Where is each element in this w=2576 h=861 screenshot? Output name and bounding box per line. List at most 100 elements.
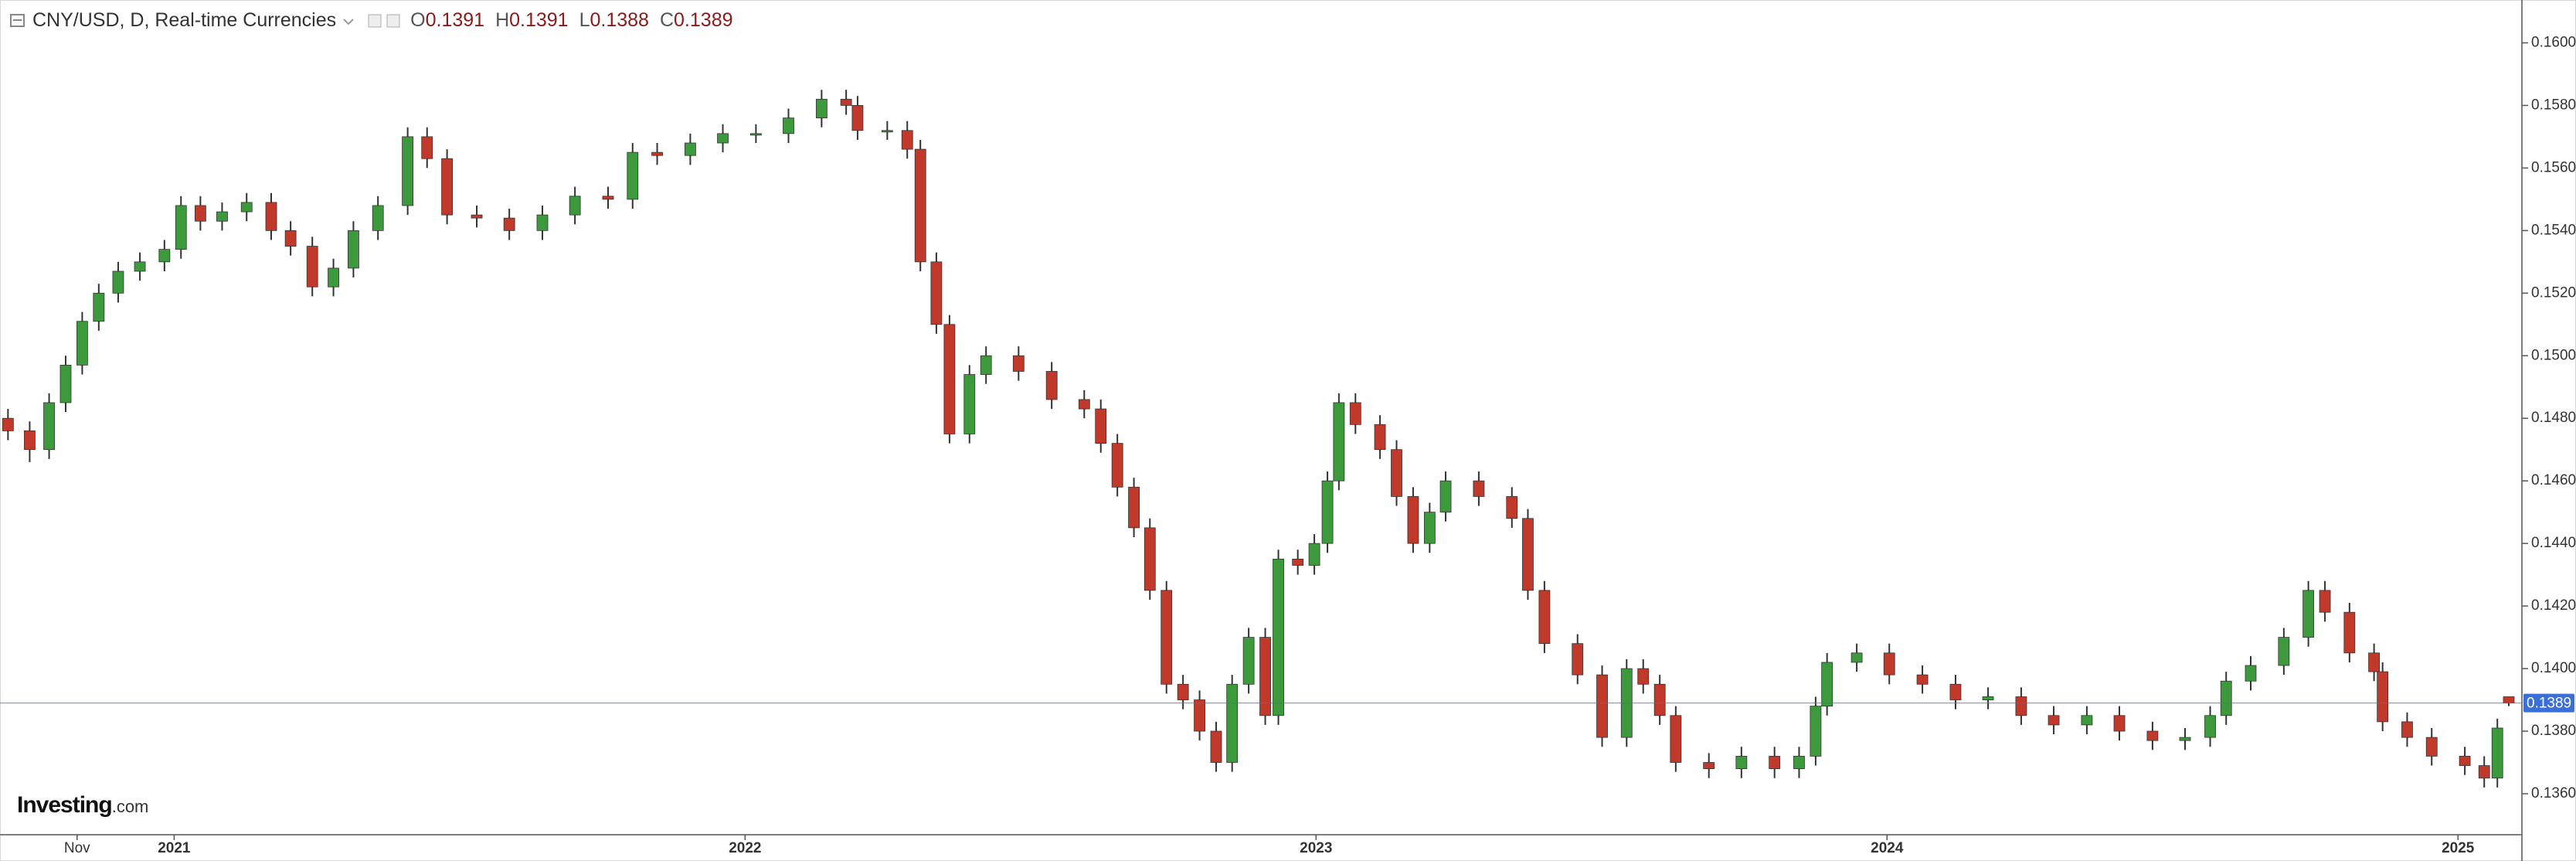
candle-body	[1333, 402, 1345, 482]
candle-body	[306, 246, 318, 288]
candle-body	[851, 105, 864, 131]
header: CNY/USD, D, Real-time Currencies O 0.1391…	[9, 9, 744, 32]
candle-body	[76, 321, 88, 366]
candle-body	[2113, 715, 2126, 732]
candle-body	[216, 211, 228, 222]
x-tick-label: 2025	[2442, 840, 2475, 856]
candle-body	[421, 136, 433, 159]
candle-body	[2048, 715, 2060, 726]
candle-body	[881, 130, 893, 133]
candle-body	[930, 261, 943, 325]
candle-body	[1572, 643, 1584, 676]
candle-body	[963, 374, 976, 434]
y-tick-label: 0.1480	[2531, 410, 2576, 426]
candle-body	[536, 214, 549, 231]
candle-body	[348, 230, 359, 269]
symbol: CNY/USD, D, Real-time Currencies	[32, 9, 337, 31]
y-tick-label: 0.1520	[2531, 284, 2576, 301]
x-tick-label: Nov	[64, 840, 90, 856]
y-tick-label: 0.1460	[2531, 472, 2576, 488]
ohlc-letter: H	[495, 9, 510, 31]
candle-body	[1769, 755, 1781, 769]
candle-body	[2245, 665, 2257, 682]
candle-body	[2425, 737, 2438, 757]
candle-body	[2081, 715, 2093, 726]
last-price-label: 0.1389	[2527, 696, 2571, 712]
candle-body	[1522, 518, 1534, 591]
candle-body	[1793, 755, 1805, 769]
y-tick-label: 0.1600	[2531, 34, 2576, 50]
candle-body	[943, 324, 956, 434]
candle-body	[980, 355, 992, 375]
candle-body	[158, 249, 171, 263]
y-tick-label: 0.1380	[2531, 723, 2576, 739]
candle-body	[1308, 543, 1320, 566]
candle-body	[2343, 611, 2356, 654]
candle-body	[2503, 696, 2515, 703]
candle-body	[1735, 755, 1748, 769]
candle-body	[1210, 730, 1222, 763]
x-tick-label: 2021	[158, 840, 191, 856]
candle-body	[914, 148, 926, 263]
candle-body	[2368, 652, 2381, 672]
candle-body	[815, 98, 828, 119]
candle-body	[685, 142, 696, 156]
ohlc-letter: L	[579, 9, 590, 31]
candle-body	[1259, 637, 1271, 716]
y-tick-label: 0.1400	[2531, 660, 2576, 676]
candle-body	[265, 202, 277, 231]
candle-body	[1637, 668, 1650, 685]
menu-icon[interactable]	[9, 12, 26, 29]
candle-body	[240, 202, 253, 213]
candle-body	[1916, 674, 1929, 685]
candle-body	[1273, 558, 1284, 716]
candle-body	[503, 217, 515, 231]
candle-body	[1653, 683, 1666, 716]
candle-body	[1161, 590, 1173, 685]
ohlc-value: 0.1388	[590, 9, 649, 31]
candle-body	[2478, 765, 2490, 779]
candle-body	[134, 261, 146, 272]
candle-body	[1226, 683, 1239, 763]
candle-body	[1810, 706, 1822, 757]
candle-body	[1596, 674, 1608, 738]
candle-body	[901, 130, 913, 150]
ohlc-letter: C	[659, 9, 675, 31]
y-tick-label: 0.1420	[2531, 597, 2576, 614]
candle-body	[1111, 443, 1123, 488]
candle-body	[1177, 683, 1189, 700]
ohlc-letter: O	[410, 9, 426, 31]
ohlc-value: 0.1389	[674, 9, 733, 31]
candle-body	[2146, 730, 2159, 741]
candle-body	[1045, 371, 1058, 400]
dropdown-icon[interactable]	[341, 13, 356, 29]
candle-body	[93, 292, 105, 322]
candle-body	[43, 402, 55, 451]
candle-body	[1391, 449, 1402, 497]
x-tick-label: 2022	[729, 840, 761, 856]
last-price-box	[2523, 693, 2574, 713]
candle-body	[1423, 512, 1436, 544]
candle-body	[1095, 408, 1107, 444]
candle-body	[284, 230, 297, 247]
candle-body	[1374, 424, 1386, 451]
candle-body	[2401, 721, 2413, 738]
y-tick-label: 0.1440	[2531, 535, 2576, 551]
candle-body	[1144, 527, 1156, 591]
candle-body	[2278, 637, 2290, 666]
brand-suffix: .com	[111, 797, 149, 816]
candle-body	[840, 98, 852, 106]
candle-body	[1883, 652, 1895, 676]
candle-body	[1242, 637, 1255, 685]
candle-body	[402, 136, 414, 206]
candle-body	[602, 196, 614, 200]
y-tick-label: 0.1540	[2531, 222, 2576, 238]
brand: Investing	[17, 792, 113, 818]
settings-icons[interactable]	[367, 13, 404, 29]
candle-body	[569, 196, 581, 216]
candle-body	[651, 151, 663, 156]
candle-body	[112, 271, 124, 294]
candle-body	[1949, 683, 1962, 700]
